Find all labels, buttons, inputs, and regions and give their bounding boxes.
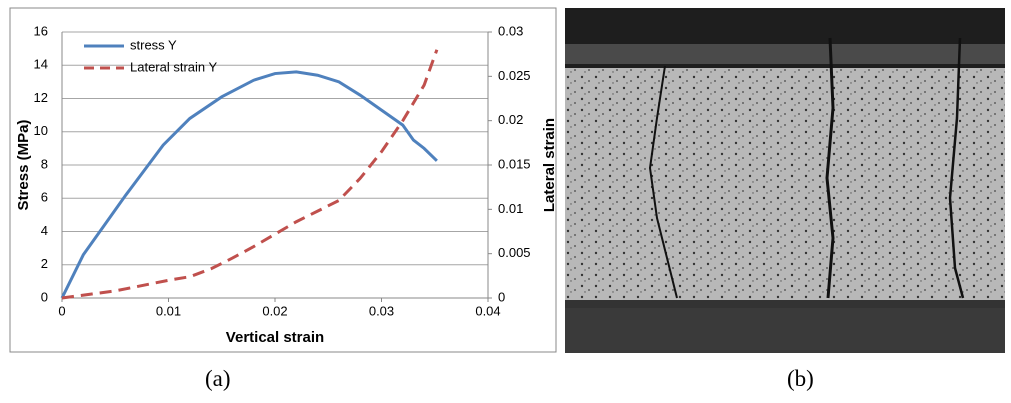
legend-label: stress Y	[130, 37, 177, 52]
y-tick-label: 16	[34, 23, 48, 38]
x-tick-label: 0.01	[156, 303, 181, 318]
bottom-plate	[565, 300, 1005, 308]
photo	[565, 8, 1005, 353]
y-tick-label: 8	[41, 156, 48, 171]
legend-label: Lateral strain Y	[130, 59, 218, 74]
y2-axis-title: Lateral strain	[541, 118, 558, 212]
x-axis-title: Vertical strain	[226, 329, 324, 346]
crack	[825, 37, 835, 299]
chart-frame	[9, 7, 557, 353]
series-line	[60, 70, 438, 299]
caption: (b)	[787, 366, 814, 391]
y2-tick-label: 0.015	[498, 156, 531, 171]
caption: (a)	[205, 366, 231, 391]
y2-tick-label: 0.005	[498, 245, 531, 260]
y-tick-label: 6	[41, 190, 48, 205]
x-tick-label: 0.03	[369, 303, 394, 318]
y2-tick-label: 0.01	[498, 201, 523, 216]
chart: Vertical strain Stress (MPa) Lateral str…	[9, 7, 558, 353]
y-tick-label: 14	[34, 57, 48, 72]
y-tick-label: 2	[41, 256, 48, 271]
y-tick-label: 10	[34, 123, 48, 138]
y-axis-title: Stress (MPa)	[15, 120, 32, 211]
specimen-texture	[565, 68, 1005, 300]
x-tick-label: 0.02	[262, 303, 287, 318]
y-tick-label: 12	[34, 90, 48, 105]
base	[565, 308, 1005, 353]
series-line	[61, 49, 439, 300]
crack	[948, 37, 965, 299]
y-tick-label: 4	[41, 223, 48, 238]
x-tick-label: 0	[58, 303, 65, 318]
x-tick-label: 0.04	[475, 303, 500, 318]
y2-tick-label: 0	[498, 289, 505, 304]
y2-tick-label: 0.03	[498, 23, 523, 38]
y2-tick-label: 0.025	[498, 68, 531, 83]
y2-tick-label: 0.02	[498, 112, 523, 127]
y-tick-label: 0	[41, 289, 48, 304]
top-plate	[565, 44, 1005, 64]
crack	[648, 65, 678, 299]
